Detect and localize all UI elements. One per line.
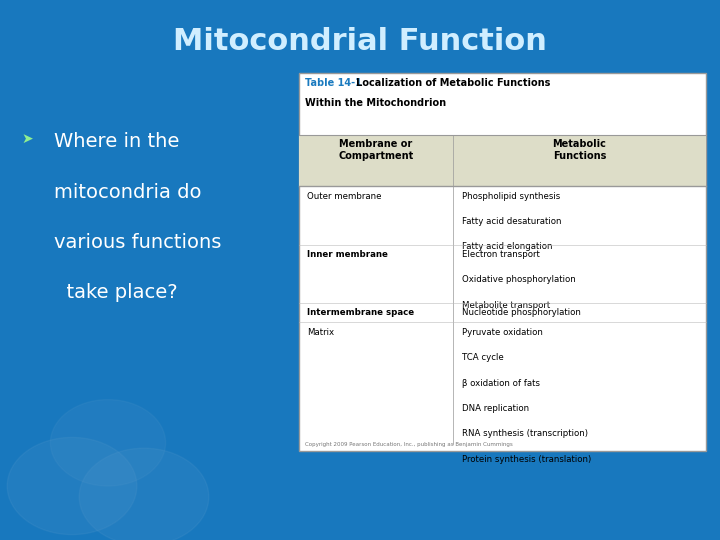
Circle shape <box>7 437 137 535</box>
Text: Copyright 2009 Pearson Education, Inc., publishing as Benjamin Cummings: Copyright 2009 Pearson Education, Inc., … <box>305 442 513 447</box>
Text: take place?: take place? <box>54 283 178 302</box>
Text: Nucleotide phosphorylation: Nucleotide phosphorylation <box>462 308 581 318</box>
Text: Localization of Metabolic Functions: Localization of Metabolic Functions <box>346 78 551 89</box>
Bar <box>299 73 706 451</box>
Text: Where in the: Where in the <box>54 132 179 151</box>
Text: mitocondria do: mitocondria do <box>54 183 202 201</box>
Text: Metabolic
Functions: Metabolic Functions <box>552 139 606 161</box>
Circle shape <box>79 448 209 540</box>
Text: Electron transport: Electron transport <box>462 250 540 259</box>
Text: Protein synthesis (translation): Protein synthesis (translation) <box>462 455 591 464</box>
Text: Phospholipid synthesis: Phospholipid synthesis <box>462 192 560 201</box>
Circle shape <box>50 400 166 486</box>
Text: Intermembrane space: Intermembrane space <box>307 308 415 318</box>
Text: ➤: ➤ <box>22 132 33 146</box>
Text: Inner membrane: Inner membrane <box>307 250 388 259</box>
Text: Pyruvate oxidation: Pyruvate oxidation <box>462 328 543 337</box>
Text: Membrane or
Compartment: Membrane or Compartment <box>338 139 414 161</box>
Text: Oxidative phosphorylation: Oxidative phosphorylation <box>462 275 576 285</box>
Text: Fatty acid desaturation: Fatty acid desaturation <box>462 217 562 226</box>
Text: various functions: various functions <box>54 233 221 252</box>
Text: Table 14-1: Table 14-1 <box>305 78 361 89</box>
Text: Within the Mitochondrion: Within the Mitochondrion <box>305 98 446 108</box>
Text: Fatty acid elongation: Fatty acid elongation <box>462 242 552 252</box>
Text: Mitocondrial Function: Mitocondrial Function <box>173 27 547 56</box>
Text: TCA cycle: TCA cycle <box>462 353 504 362</box>
Bar <box>299 135 706 186</box>
Text: Matrix: Matrix <box>307 328 335 337</box>
Text: β oxidation of fats: β oxidation of fats <box>462 379 540 388</box>
Text: DNA replication: DNA replication <box>462 404 529 413</box>
Text: RNA synthesis (transcription): RNA synthesis (transcription) <box>462 429 588 438</box>
Text: Outer membrane: Outer membrane <box>307 192 382 201</box>
Text: Metabolite transport: Metabolite transport <box>462 301 550 310</box>
